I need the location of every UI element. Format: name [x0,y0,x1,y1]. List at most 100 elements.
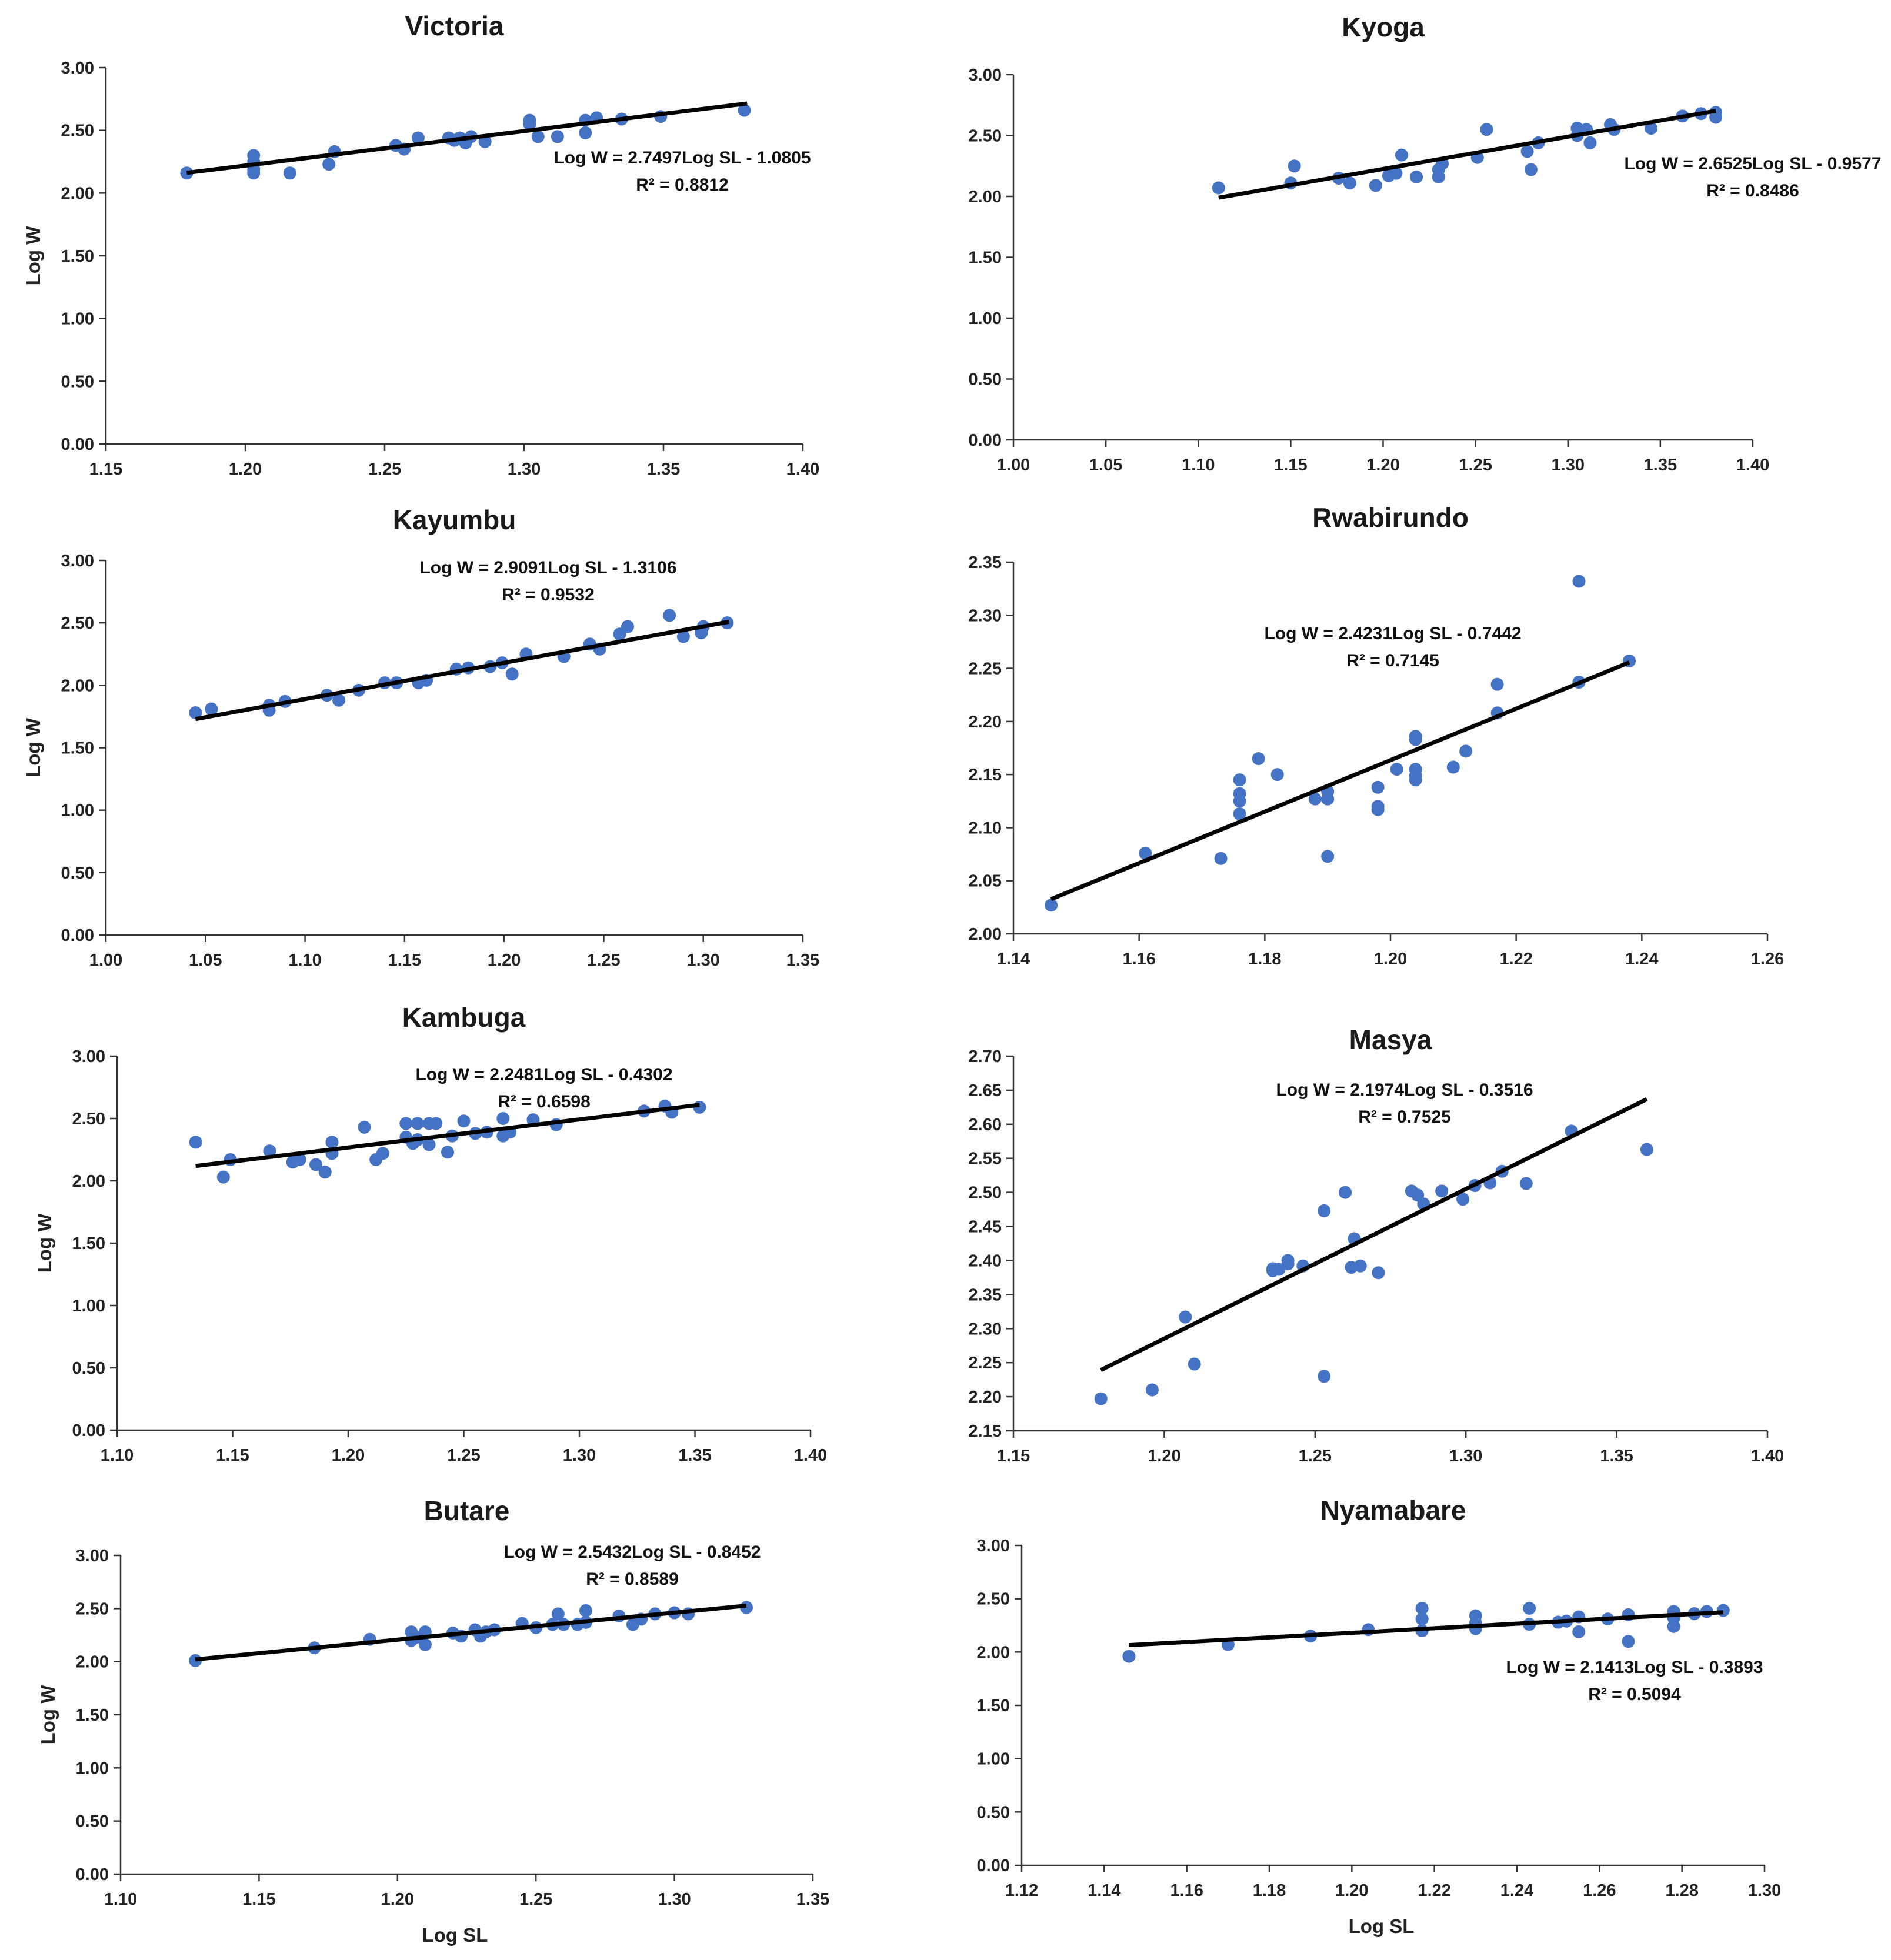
x-tick-label: 1.20 [381,1890,414,1909]
x-tick-label: 1.22 [1418,1881,1450,1900]
x-tick-label: 1.15 [216,1446,249,1465]
y-tick-label: 2.50 [61,122,94,141]
r-squared-label: R² = 0.6598 [498,1092,591,1111]
chart-title: Nyamabare [1320,1495,1466,1525]
data-point [1094,1392,1108,1405]
data-point [531,130,545,143]
y-tick-label: 0.50 [72,1359,105,1378]
x-tick-label: 1.05 [1089,456,1122,475]
r-squared-label: R² = 0.5094 [1588,1685,1681,1704]
data-point [263,1144,276,1158]
data-point [1372,1266,1385,1280]
x-tick-label: 1.10 [104,1890,137,1909]
chart-svg-nyamabare: Nyamabare 0.00 0.50 1.00 1.50 2.00 2.50 3.00 1.1… [977,1495,1782,1937]
y-tick-label: 3.00 [977,1537,1010,1555]
data-point [1524,163,1538,176]
x-tick-label: 1.28 [1665,1881,1698,1900]
x-tick-label: 1.20 [229,460,262,479]
x-tick-label: 1.12 [1005,1881,1038,1900]
data-point [1622,1635,1635,1648]
x-tick-label: 1.20 [1366,456,1399,475]
y-axis-label: Log W [22,717,44,777]
chart-panel-masya: Masya 2.15 2.20 2.25 2.30 2.35 2.40 2.45 2.50 2.5… [941,994,1891,1476]
y-tick-label: 0.50 [76,1812,109,1831]
data-point [422,1138,436,1151]
chart-title: Rwabirundo [1312,502,1469,533]
x-tick-label: 1.26 [1583,1881,1616,1900]
x-tick-label: 1.20 [1148,1447,1180,1465]
data-point [1145,1383,1159,1397]
x-tick-label: 1.16 [1170,1881,1203,1900]
data-point [1583,136,1597,149]
data-point [411,131,425,145]
y-tick-label: 2.05 [969,872,1002,891]
data-point [1435,1184,1449,1198]
data-point [1369,179,1382,192]
x-tick-label: 1.15 [997,1447,1030,1465]
y-tick-label: 2.50 [61,614,94,633]
x-tick-label: 1.26 [1751,950,1784,969]
chart-panel-victoria: Victoria 0.00 0.50 1.00 1.50 2.00 2.50 3.00 1.15… [0,0,841,482]
chart-title: Butare [424,1495,510,1526]
data-point [457,1114,471,1128]
x-tick-label: 1.40 [1736,456,1769,475]
data-point [1395,148,1408,162]
data-point [1270,768,1284,782]
data-point [1139,846,1152,860]
data-point [579,1604,592,1617]
chart-panel-butare: Butare 0.00 0.50 1.00 1.50 2.00 2.50 3.00 1.10 1.… [0,1488,841,1960]
y-tick-label: 1.50 [969,249,1002,268]
r-squared-label: R² = 0.7525 [1358,1107,1451,1127]
x-tick-label: 1.15 [89,460,122,479]
data-point [1390,763,1403,776]
y-tick-label: 2.50 [72,1110,105,1128]
data-point [1716,1604,1730,1617]
data-point [1645,122,1658,135]
data-point [1321,850,1335,863]
y-tick-label: 2.15 [969,1422,1002,1441]
data-point [1371,803,1385,816]
y-tick-label: 2.35 [969,1285,1002,1304]
data-point [551,1607,565,1621]
data-point [1179,1310,1192,1324]
r-squared-label: R² = 0.8589 [586,1570,679,1589]
chart-title: Victoria [405,11,504,41]
x-tick-label: 1.35 [647,460,680,479]
data-point [1572,1625,1586,1638]
data-point [663,609,676,622]
y-tick-label: 2.30 [969,606,1002,625]
x-tick-label: 1.15 [242,1890,275,1909]
x-tick-label: 1.14 [997,950,1030,969]
x-tick-label: 1.14 [1088,1881,1120,1900]
y-tick-label: 1.50 [76,1706,109,1725]
x-tick-label: 1.24 [1625,950,1658,969]
data-point [180,166,194,180]
regression-line [1218,109,1716,200]
y-tick-label: 2.00 [969,925,1002,944]
data-point [1045,899,1058,912]
data-point [579,126,592,139]
data-point [1389,166,1403,180]
regression-line [186,101,748,175]
data-point [1456,1193,1470,1206]
y-tick-label: 2.55 [969,1150,1002,1168]
x-tick-label: 1.20 [1374,950,1407,969]
x-tick-label: 1.16 [1122,950,1155,969]
x-tick-label: 1.35 [1644,456,1677,475]
y-tick-label: 1.00 [72,1297,105,1315]
chart-title: Kyoga [1342,12,1425,42]
y-tick-label: 2.30 [969,1320,1002,1338]
x-tick-label: 1.40 [794,1446,827,1465]
x-axis-label: Log SL [422,1924,488,1946]
chart-svg-victoria: Victoria 0.00 0.50 1.00 1.50 2.00 2.50 3.00 1.15… [22,11,819,479]
y-tick-label: 0.50 [61,372,94,391]
data-point [1339,1186,1352,1199]
x-tick-label: 1.25 [1459,456,1492,475]
data-point [216,1170,230,1184]
data-point [1480,123,1493,136]
data-point [1409,733,1422,746]
regression-line [195,619,730,722]
data-point [1520,145,1534,158]
data-point [205,702,218,716]
x-tick-label: 1.20 [1335,1881,1368,1900]
